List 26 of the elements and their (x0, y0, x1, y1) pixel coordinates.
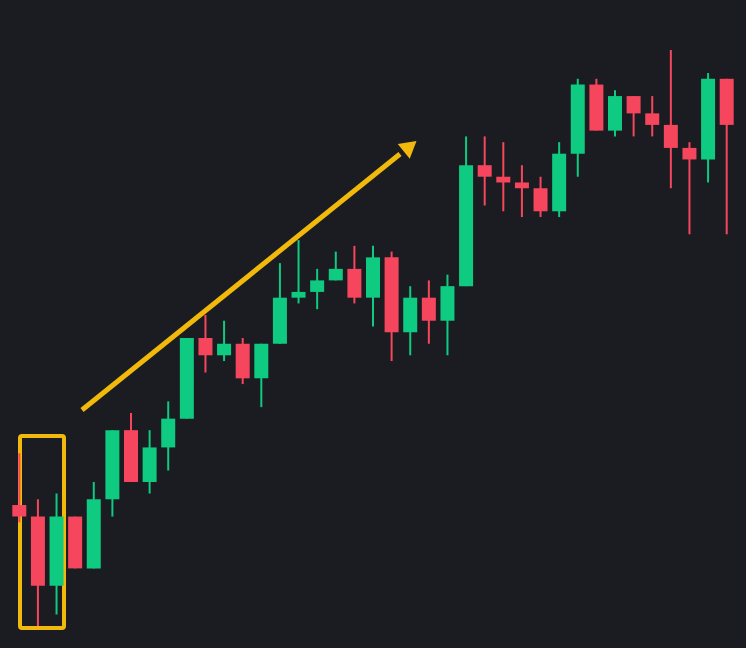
candlestick (235, 337, 250, 386)
candlestick (328, 250, 343, 282)
candlestick (217, 319, 232, 363)
candlestick (310, 267, 325, 311)
candlestick (608, 89, 622, 138)
candlestick (421, 279, 436, 345)
candlestick (403, 285, 418, 357)
candlestick (142, 429, 157, 495)
candlestick (514, 164, 529, 219)
candlestick (682, 141, 697, 236)
candlestick (626, 95, 641, 138)
candlestick (663, 49, 678, 190)
candlestick (533, 175, 548, 219)
candlestick (440, 273, 455, 357)
candlestick (347, 244, 362, 305)
candlestick (12, 452, 27, 524)
candlestick (291, 239, 306, 305)
candlestick (272, 262, 287, 345)
candlestick (254, 342, 269, 409)
candlestick (589, 77, 604, 132)
candlestick (477, 135, 492, 207)
candlestick (645, 95, 660, 138)
candlestick (366, 244, 380, 328)
candlestick (198, 313, 213, 374)
candlestick (719, 77, 734, 236)
candlestick (161, 400, 176, 472)
